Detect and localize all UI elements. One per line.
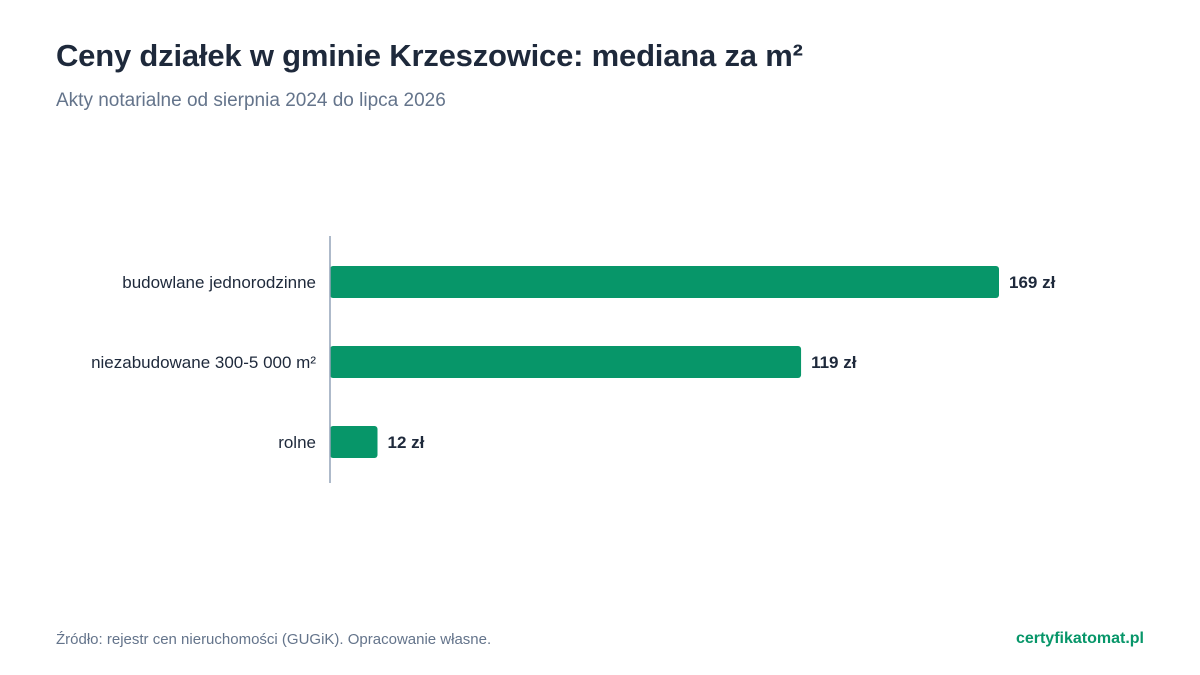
bar-0: [330, 266, 999, 298]
chart-title: Ceny działek w gminie Krzeszowice: media…: [56, 38, 803, 73]
category-label-1: niezabudowane 300-5 000 m²: [91, 353, 316, 372]
bar-2: [330, 426, 378, 458]
bars-layer: budowlane jednorodzinne 169 zł niezabudowa…: [91, 266, 1056, 458]
category-label-0: budowlane jednorodzinne: [122, 273, 316, 292]
category-label-2: rolne: [278, 433, 316, 452]
footer-brand: certyfikatomat.pl: [1015, 630, 1144, 647]
chart-subtitle: Akty notarialne od sierpnia 2024 do lipc…: [56, 90, 446, 111]
value-label-1: 119 zł: [811, 353, 857, 372]
value-label-0: 169 zł: [1009, 273, 1056, 292]
value-label-2: 12 zł: [388, 433, 425, 452]
bar-1: [330, 346, 802, 378]
footer-source: Źródło: rejestr cen nieruchomości (GUGiK…: [56, 631, 492, 648]
